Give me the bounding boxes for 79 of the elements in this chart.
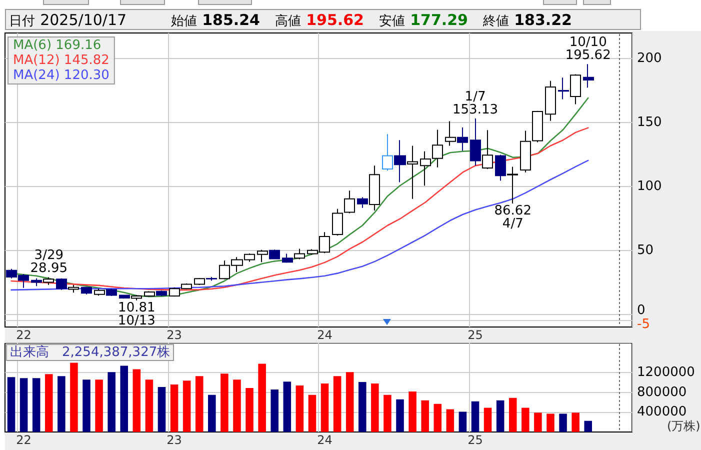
- x-tick-label: 24: [317, 433, 332, 447]
- bar: [534, 412, 542, 432]
- y-tick-label: 800000: [637, 384, 687, 400]
- x-tick-label: 24: [317, 328, 332, 342]
- text: MA(6) 169.16: [13, 38, 102, 53]
- bar: [283, 382, 292, 432]
- bar: [320, 384, 329, 432]
- bar: [508, 398, 517, 432]
- text: 終値 183.22: [483, 11, 572, 29]
- annotation: 3/29 28.95: [30, 248, 68, 276]
- annotation: 10.81 10/13: [118, 300, 156, 328]
- bar: [434, 404, 442, 432]
- bar: [170, 384, 178, 432]
- chart-title: 日付 2025/10/17: [9, 11, 127, 29]
- x-tick-label: 22: [16, 328, 32, 342]
- text: MA(24) 120.30: [13, 68, 110, 83]
- y-tick-label: 200: [637, 51, 662, 66]
- bar: [333, 376, 342, 432]
- bar: [346, 372, 354, 432]
- bar: [182, 380, 191, 432]
- bar: [70, 362, 78, 432]
- bar: [371, 384, 379, 432]
- y-tick-label: 100: [637, 178, 662, 194]
- bar: [132, 369, 141, 432]
- y-tick-label: 400000: [637, 404, 687, 420]
- annotation: 1/7 153.13: [452, 89, 498, 118]
- bar: [384, 394, 392, 432]
- bar: [233, 380, 241, 432]
- bar: [108, 372, 116, 432]
- bar: [408, 391, 416, 432]
- bar: [95, 380, 103, 432]
- x-tick-label: 22: [16, 433, 32, 447]
- y-tick-label: 0: [637, 302, 646, 318]
- annotation: 出来高 2,254,387,327株: [6, 344, 174, 361]
- bar: [270, 389, 278, 432]
- bar: [471, 401, 480, 432]
- bar: [7, 377, 16, 432]
- annotation: 10/10 195.62: [565, 35, 611, 64]
- text: MA(12) 145.82: [13, 53, 110, 68]
- bar: [195, 376, 204, 432]
- bar: [358, 382, 366, 432]
- annotation: 86.62 4/7: [494, 203, 532, 232]
- bar: [421, 400, 429, 432]
- bar: [559, 414, 567, 432]
- x-tick-label: 23: [166, 328, 182, 342]
- bar: [145, 380, 154, 432]
- y-tick-label: 1200000: [637, 365, 695, 380]
- text: 始値 185.24: [171, 11, 260, 29]
- bar: [246, 388, 254, 432]
- bar: [572, 412, 580, 432]
- bar: [546, 414, 554, 432]
- bar: [208, 394, 216, 432]
- bar: [308, 394, 316, 432]
- bar: [396, 399, 404, 432]
- y-tick-label: 50: [637, 242, 654, 258]
- bar: [158, 387, 166, 432]
- bar: [484, 408, 492, 432]
- y-axis-title: (万株): [667, 419, 700, 433]
- x-tick-label: 25: [468, 433, 483, 447]
- bar: [258, 364, 266, 432]
- bar: [220, 374, 228, 432]
- bar: [32, 378, 40, 432]
- bar: [496, 400, 504, 432]
- bar: [20, 378, 28, 432]
- text: 安値 177.29: [379, 11, 468, 29]
- text: 高値 195.62: [275, 11, 364, 29]
- x-tick-label: 25: [468, 328, 483, 342]
- y-tick-label: 150: [637, 114, 662, 130]
- y-tick-label: -5: [637, 316, 650, 332]
- x-tick-label: 23: [166, 433, 182, 447]
- bar: [58, 376, 66, 432]
- bar: [82, 380, 90, 432]
- bar: [584, 420, 592, 432]
- bar: [45, 374, 53, 432]
- bar: [120, 366, 128, 432]
- bar: [296, 386, 304, 432]
- bar: [458, 412, 467, 432]
- bar: [446, 409, 454, 432]
- bar: [522, 408, 530, 432]
